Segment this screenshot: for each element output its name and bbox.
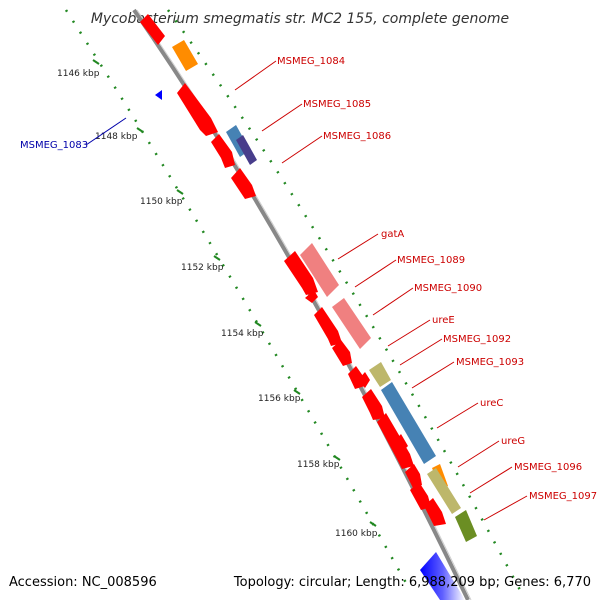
reverse-strand-feature[interactable] — [420, 552, 465, 600]
tick-label: 1148 kbp — [95, 132, 138, 142]
cds-feature[interactable] — [358, 372, 370, 388]
leader-line — [436, 402, 479, 429]
gene-label[interactable]: MSMEG_1084 — [277, 56, 345, 67]
cds-feature[interactable] — [284, 251, 318, 295]
inner-tick-track — [64, 9, 412, 591]
cds-feature[interactable] — [410, 482, 431, 510]
rna-track — [300, 243, 371, 349]
tick-mark — [293, 389, 301, 395]
rna-feature[interactable] — [300, 243, 339, 297]
leader-line — [281, 135, 323, 164]
tick-label: 1152 kbp — [181, 263, 224, 273]
gene-label[interactable]: MSMEG_1097 — [529, 491, 597, 502]
cds-feature[interactable] — [218, 144, 229, 158]
leader-lines — [85, 60, 528, 521]
tick-mark — [333, 455, 341, 461]
gene-labels: MSMEG_1083 MSMEG_1084 MSMEG_1085 MSMEG_1… — [20, 56, 597, 502]
cog-feature[interactable] — [455, 510, 477, 542]
tick-label: 1160 kbp — [335, 529, 378, 539]
reverse-strand-arrow-icon — [155, 90, 162, 100]
cog-feature[interactable] — [381, 382, 436, 464]
leader-line — [337, 233, 379, 260]
cds-feature[interactable] — [140, 14, 165, 45]
gene-label-reverse[interactable]: MSMEG_1083 — [20, 140, 88, 151]
gene-label[interactable]: MSMEG_1086 — [323, 131, 391, 142]
cds-feature[interactable] — [177, 83, 218, 136]
leader-line — [354, 259, 397, 288]
tick-label: 1146 kbp — [57, 69, 100, 79]
cds-feature[interactable] — [405, 464, 422, 488]
leader-line — [411, 361, 455, 389]
cds-feature[interactable] — [394, 434, 408, 452]
tick-label: 1154 kbp — [221, 329, 264, 339]
leader-line — [387, 319, 431, 347]
gene-label[interactable]: MSMEG_1093 — [456, 357, 524, 368]
cds-feature[interactable] — [320, 316, 332, 332]
tick-mark — [369, 521, 377, 527]
cds-feature[interactable] — [362, 389, 385, 420]
tick-mark — [213, 255, 221, 261]
gene-label[interactable]: MSMEG_1092 — [443, 334, 511, 345]
leader-line — [261, 103, 303, 132]
cds-feature[interactable] — [231, 168, 256, 199]
cog-track — [172, 40, 477, 542]
tick-label: 1150 kbp — [140, 197, 183, 207]
cog-feature[interactable] — [369, 362, 391, 387]
gene-label[interactable]: ureE — [432, 315, 455, 326]
leader-line — [483, 495, 528, 521]
leader-line — [399, 338, 443, 366]
tick-labels: 1146 kbp 1148 kbp 1150 kbp 1152 kbp 1154… — [57, 69, 378, 539]
cog-feature[interactable] — [172, 40, 198, 71]
cds-feature[interactable] — [305, 290, 318, 303]
cds-track — [140, 14, 446, 526]
accession-label: Accession: NC_008596 — [9, 575, 157, 590]
rna-feature[interactable] — [332, 298, 371, 349]
tick-mark — [136, 127, 144, 133]
leader-line — [234, 60, 277, 91]
cog-feature[interactable] — [236, 135, 257, 165]
leader-line — [85, 117, 127, 146]
cds-feature[interactable] — [332, 340, 352, 366]
tick-mark — [92, 59, 100, 65]
cds-feature[interactable] — [424, 498, 446, 526]
tick-marks — [92, 59, 377, 527]
gene-label[interactable]: ureG — [501, 436, 525, 447]
tick-mark — [176, 189, 184, 195]
gene-label[interactable]: MSMEG_1090 — [414, 283, 482, 294]
gene-label[interactable]: ureC — [480, 398, 503, 409]
cds-feature[interactable] — [348, 366, 365, 389]
cog-feature[interactable] — [427, 468, 461, 514]
leader-line — [457, 440, 500, 468]
genome-summary-label: Topology: circular; Length: 6,988,209 bp… — [233, 575, 591, 590]
gene-label[interactable]: gatA — [381, 229, 404, 240]
tick-label: 1156 kbp — [258, 394, 301, 404]
tick-mark — [254, 321, 262, 327]
gene-label[interactable]: MSMEG_1089 — [397, 255, 465, 266]
gene-label[interactable]: MSMEG_1096 — [514, 462, 582, 473]
leader-line — [372, 287, 414, 316]
gene-label[interactable]: MSMEG_1085 — [303, 99, 371, 110]
leader-line — [469, 466, 513, 494]
tick-label: 1158 kbp — [297, 460, 340, 470]
map-title: Mycobacterium smegmatis str. MC2 155, co… — [91, 11, 509, 27]
